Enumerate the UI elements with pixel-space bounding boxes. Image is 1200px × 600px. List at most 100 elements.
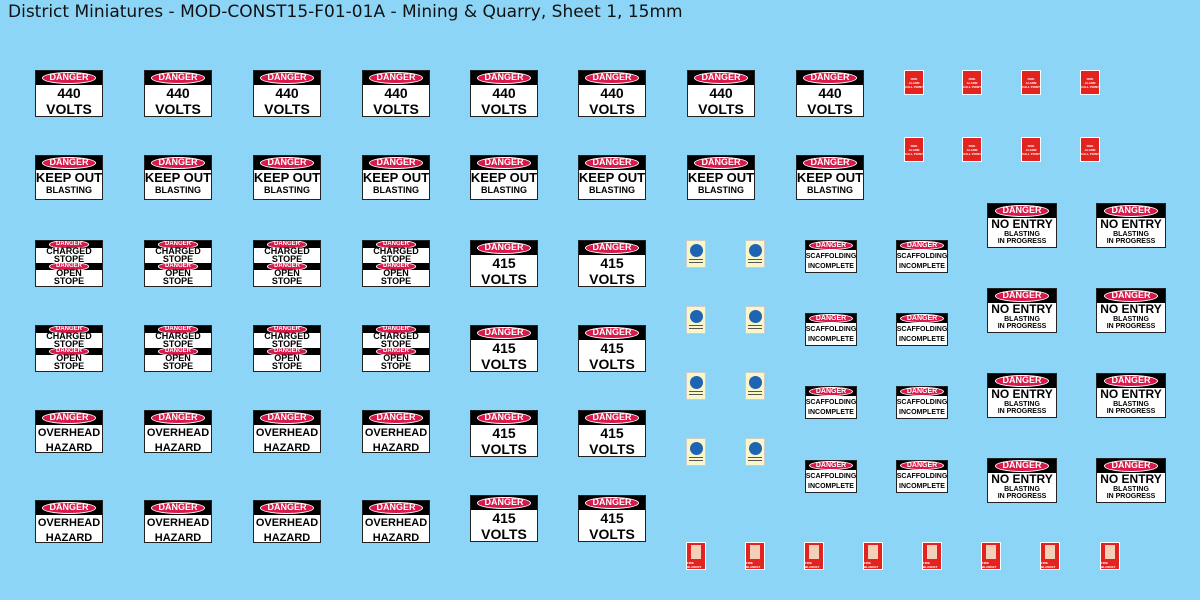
sign-text: NO ENTRY xyxy=(1100,217,1162,231)
sign-text: CHARGED xyxy=(155,246,201,256)
sign-band: DANGER xyxy=(579,156,645,170)
sign-text: INCOMPLETE xyxy=(899,409,945,417)
sign-icon xyxy=(748,376,762,389)
danger-label: DANGER xyxy=(995,205,1049,217)
sign-text: ALARM xyxy=(966,80,978,85)
sign-band: DANGER xyxy=(254,262,320,272)
sign-text: VOLTS xyxy=(481,100,527,117)
sign-text: NO ENTRY xyxy=(1100,387,1162,401)
sign-text: FIRE xyxy=(968,76,976,81)
sign-band: DANGER xyxy=(254,501,320,515)
sign-text: CHARGED xyxy=(264,331,310,341)
danger-label: DANGER xyxy=(369,412,423,424)
sign-text: VOLTS xyxy=(46,100,92,117)
sign-text: VOLTS xyxy=(589,355,635,372)
sign-text: FIRE BLANKET xyxy=(746,561,761,569)
sign-icon xyxy=(750,545,760,559)
sign-icon xyxy=(689,244,703,257)
sign-text: 440 xyxy=(600,85,624,101)
sign-text: STOPE xyxy=(380,275,412,286)
sign: DANGER NO ENTRY BLASTING IN PROGRESS xyxy=(1096,288,1166,333)
sign-text-bar xyxy=(689,262,703,263)
sign-text: FIRE xyxy=(968,143,976,148)
danger-label: DANGER xyxy=(477,242,531,254)
sign-text: STOPE xyxy=(380,253,412,264)
sign-band: DANGER xyxy=(806,241,856,251)
sign-text: SCAFFOLDING xyxy=(896,253,948,260)
fire-alarm-sign: FIRE ALARM CALL POINT xyxy=(1021,137,1041,162)
fire-alarm-sign: FIRE ALARM CALL POINT xyxy=(1080,70,1100,95)
danger-label: DANGER xyxy=(803,72,857,84)
sign: DANGER OVERHEAD HAZARD xyxy=(35,500,103,543)
sign-text: OVERHEAD xyxy=(255,427,319,439)
mandatory-sign xyxy=(686,240,706,268)
sign-text: CALL POINT xyxy=(1081,84,1099,89)
sign: DANGER CHARGED STOPE DANGER OPEN STOPE xyxy=(362,325,430,372)
sign-band: DANGER xyxy=(897,314,947,324)
sign-band: DANGER xyxy=(688,156,754,170)
sign-text: ALARM xyxy=(1025,147,1037,152)
sign: DANGER CHARGED STOPE DANGER OPEN STOPE xyxy=(144,325,212,372)
sign-text-bar xyxy=(748,262,762,263)
sign-band: DANGER xyxy=(579,496,645,510)
sign-text: FIRE BLANKET xyxy=(687,561,702,569)
sign-text: VOLTS xyxy=(481,355,527,372)
sign: DANGER CHARGED STOPE DANGER OPEN STOPE xyxy=(362,240,430,287)
sign-text: CALL POINT xyxy=(963,84,981,89)
danger-label: DANGER xyxy=(477,327,531,339)
sign-text: INCOMPLETE xyxy=(808,409,854,417)
sign: DANGER CHARGED STOPE DANGER OPEN STOPE xyxy=(35,240,103,287)
sign: DANGER KEEP OUT BLASTING xyxy=(35,155,103,200)
fire-blanket-sign: FIRE BLANKET xyxy=(804,542,824,570)
sign-text: STOPE xyxy=(162,338,194,349)
sign-text: SCAFFOLDING xyxy=(896,326,948,333)
sign-text: INCOMPLETE xyxy=(808,483,854,491)
sign-text: 440 xyxy=(709,85,733,101)
sign-text: ALARM xyxy=(966,147,978,152)
sign-text: CALL POINT xyxy=(1022,84,1040,89)
sign-band: DANGER xyxy=(363,262,429,272)
sign-text: NO ENTRY xyxy=(991,302,1053,316)
sign-band: DANGER xyxy=(36,262,102,272)
sign: DANGER CHARGED STOPE DANGER OPEN STOPE xyxy=(35,325,103,372)
sign: DANGER 415 VOLTS xyxy=(470,410,538,457)
fire-alarm-sign: FIRE ALARM CALL POINT xyxy=(962,70,982,95)
sign-text-bar xyxy=(689,391,703,392)
sign-text: CHARGED xyxy=(155,331,201,341)
sign-text: NO ENTRY xyxy=(991,217,1053,231)
sign: DANGER NO ENTRY BLASTING IN PROGRESS xyxy=(987,203,1057,248)
sign-text: CHARGED xyxy=(46,246,92,256)
danger-label: DANGER xyxy=(1104,205,1158,217)
sign-text: FIRE xyxy=(1086,143,1094,148)
sign-band: DANGER xyxy=(988,204,1056,218)
sign-text: NO ENTRY xyxy=(991,472,1053,486)
sign-icon xyxy=(689,376,703,389)
sign-text: VOLTS xyxy=(264,100,310,117)
danger-label: DANGER xyxy=(151,72,205,84)
danger-label: DANGER xyxy=(477,497,531,509)
danger-label: DANGER xyxy=(1104,290,1158,302)
sign-text: FIRE BLANKET xyxy=(864,561,879,569)
danger-label: DANGER xyxy=(808,314,854,324)
sign: DANGER 415 VOLTS xyxy=(578,410,646,457)
danger-label: DANGER xyxy=(260,412,314,424)
sign-band: DANGER xyxy=(254,156,320,170)
sign: DANGER KEEP OUT BLASTING xyxy=(470,155,538,200)
danger-label: DANGER xyxy=(375,241,416,249)
sign-text: BLASTING xyxy=(698,184,744,195)
sign-text: 440 xyxy=(57,85,81,101)
sign-text: STOPE xyxy=(162,360,194,371)
danger-label: DANGER xyxy=(42,157,96,169)
sign: DANGER OVERHEAD HAZARD xyxy=(144,500,212,543)
danger-label: DANGER xyxy=(42,502,96,514)
sign-text: NO ENTRY xyxy=(1100,472,1162,486)
sign-text: SCAFFOLDING xyxy=(805,253,857,260)
sign-text: FIRE BLANKET xyxy=(1101,561,1116,569)
sign-text: BLASTING xyxy=(481,184,527,195)
sign-icon xyxy=(809,545,819,559)
sign-text: BLASTING xyxy=(807,184,853,195)
sign-band: DANGER xyxy=(36,71,102,85)
sign: DANGER NO ENTRY BLASTING IN PROGRESS xyxy=(987,373,1057,418)
danger-label: DANGER xyxy=(585,412,639,424)
danger-label: DANGER xyxy=(899,387,945,397)
